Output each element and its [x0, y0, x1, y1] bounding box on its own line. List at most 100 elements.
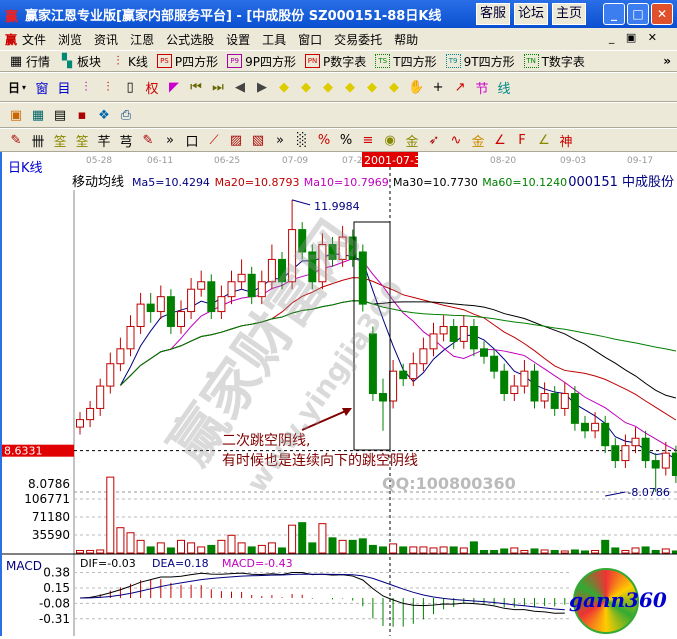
candle-body	[328, 244, 337, 260]
grid-icon[interactable]: 卌	[31, 134, 45, 150]
p-square-button[interactable]: PS P四方形	[156, 53, 218, 70]
square-icon[interactable]: ▨	[229, 132, 243, 148]
homepage-button[interactable]: 主页	[552, 3, 586, 25]
last-icon[interactable]: ⏭	[212, 79, 224, 95]
network-icon[interactable]: ❖	[98, 107, 110, 123]
candle-icon[interactable]: ▯	[126, 79, 134, 95]
flag-icon[interactable]: ◤	[169, 79, 180, 95]
percent-icon[interactable]: %	[339, 132, 353, 148]
candle-body	[217, 296, 226, 313]
printer-icon[interactable]: ⎙	[120, 107, 132, 123]
candle-body	[116, 348, 125, 365]
pen-icon[interactable]: ✎	[10, 132, 22, 148]
menu-formula[interactable]: 公式选股	[166, 32, 215, 47]
diamond1-icon[interactable]: ◆	[279, 79, 290, 95]
volume-bar	[267, 542, 276, 554]
p-number-button[interactable]: PN P数字表	[305, 53, 366, 70]
save-icon[interactable]: ▪	[77, 107, 87, 123]
chart-area[interactable]: 8.6331 8.0786 日K线 移动均线 Ma5=10.4294 Ma20=10…	[0, 152, 677, 636]
hand-icon[interactable]: ✋	[408, 79, 425, 95]
more2-icon[interactable]: »	[276, 132, 284, 148]
quotes-button[interactable]: ▦ 行情	[9, 53, 51, 69]
menu-settings[interactable]: 设置	[226, 32, 251, 47]
volume-bar	[116, 527, 125, 554]
menu-browse[interactable]: 浏览	[58, 32, 83, 47]
window-icon[interactable]: 窗	[35, 81, 49, 97]
notes-icon[interactable]: 目	[57, 81, 71, 97]
cycle2-icon[interactable]: 神	[559, 134, 573, 150]
box-icon[interactable]: 口	[185, 134, 199, 150]
kline-button[interactable]: ⫶ K线	[110, 53, 148, 70]
arrow-icon[interactable]: ➶	[428, 132, 440, 148]
menu-help[interactable]: 帮助	[394, 32, 419, 47]
mdi-controls[interactable]: _ ▣ ✕	[608, 31, 661, 44]
sectors-button[interactable]: ▚ 板块	[59, 53, 101, 70]
t-square-button[interactable]: TS T四方形	[375, 53, 437, 70]
9t-square-button[interactable]: T9 9T四方形	[445, 53, 515, 70]
kline-chart[interactable]: 8.6331 8.0786 日K线 移动均线 Ma5=10.4294 Ma20=10…	[2, 152, 677, 636]
period-select[interactable]: 日	[8, 80, 21, 95]
chevron-down-icon[interactable]: ▾	[22, 82, 27, 92]
line-tool-icon[interactable]: ↗	[454, 79, 466, 95]
angle-icon[interactable]: ▧	[251, 132, 265, 148]
rights-icon[interactable]: 权	[145, 81, 159, 97]
left-icon[interactable]: ◀	[235, 79, 246, 95]
ma-legend-item: Ma30=10.7730	[393, 176, 478, 189]
angle1-icon[interactable]: ∠	[494, 132, 506, 148]
cycle-icon[interactable]: 线	[497, 81, 511, 97]
menu-tools[interactable]: 工具	[262, 32, 287, 47]
menu-window[interactable]: 窗口	[298, 32, 323, 47]
diamond3-icon[interactable]: ◆	[323, 79, 334, 95]
gann360-logo: gann360	[569, 568, 667, 634]
first-icon[interactable]: ⏮	[190, 79, 202, 95]
volume-bar	[510, 547, 519, 554]
spiral-icon[interactable]: 芎	[119, 134, 133, 150]
diamond4-icon[interactable]: ◆	[345, 79, 356, 95]
document-icon[interactable]: ▤	[53, 107, 67, 123]
percent-line-icon[interactable]: %	[317, 132, 331, 148]
gold1-icon[interactable]: 筌	[53, 134, 67, 150]
pen2-icon[interactable]: ✎	[142, 132, 154, 148]
minimize-icon[interactable]: _	[603, 3, 625, 25]
chart9-icon[interactable]: ⫶	[106, 79, 110, 95]
right-icon[interactable]: ▶	[257, 79, 268, 95]
percent2-icon[interactable]: ≡	[362, 132, 374, 148]
forum-button[interactable]: 论坛	[514, 3, 548, 25]
calendar-icon[interactable]: ▣	[9, 107, 23, 123]
crosshair-icon[interactable]: +	[432, 79, 444, 95]
menu-gann[interactable]: 江恩	[130, 32, 155, 47]
t-number-button[interactable]: TN T数字表	[523, 53, 585, 70]
app-menu-icon[interactable]: 赢	[5, 32, 18, 47]
diamond6-icon[interactable]: ◆	[389, 79, 400, 95]
diamond2-icon[interactable]: ◆	[301, 79, 312, 95]
wave-icon[interactable]: ∿	[450, 132, 462, 148]
candle-body	[338, 236, 347, 260]
customer-service-button[interactable]: 客服	[476, 3, 510, 25]
toolbar-overflow-icon[interactable]: »	[663, 54, 671, 68]
gold3-icon[interactable]: 金	[471, 134, 485, 150]
festival-icon[interactable]: 节	[475, 81, 489, 97]
ma-line	[120, 300, 677, 399]
maximize-icon[interactable]: □	[627, 3, 649, 25]
menu-trade[interactable]: 交易委托	[334, 32, 383, 47]
candle-body	[459, 325, 468, 342]
diamond5-icon[interactable]: ◆	[367, 79, 378, 95]
low-pointer	[605, 491, 626, 497]
gold-lines-icon[interactable]: 金	[405, 134, 419, 150]
fibo-icon[interactable]: F	[518, 132, 526, 148]
gold-coin-icon[interactable]: ◉	[384, 132, 396, 148]
more1-icon[interactable]: »	[166, 132, 174, 148]
angle2-icon[interactable]: ∠	[538, 132, 550, 148]
rays-icon[interactable]: ⟋	[209, 132, 219, 148]
gold2-icon[interactable]: 筌	[75, 134, 89, 150]
9p-square-button[interactable]: P9 9P四方形	[227, 53, 296, 70]
menu-file[interactable]: 文件	[22, 32, 47, 47]
volume-bar	[126, 532, 135, 554]
close-icon[interactable]: ✕	[651, 3, 673, 25]
menu-news[interactable]: 资讯	[94, 32, 119, 47]
ruler-icon[interactable]: ░	[297, 132, 307, 148]
chart3-icon[interactable]: ⫶	[84, 79, 88, 95]
calculator-icon[interactable]: ▦	[31, 107, 45, 123]
candle-body	[247, 273, 256, 298]
fan-icon[interactable]: 芊	[97, 134, 111, 150]
